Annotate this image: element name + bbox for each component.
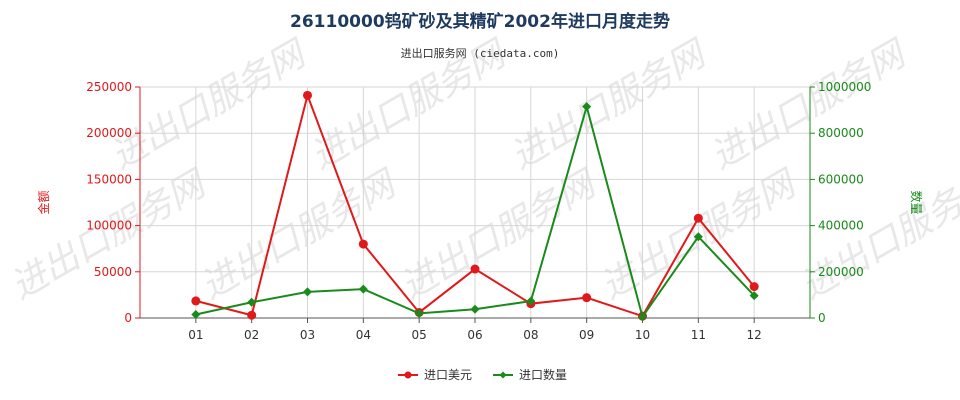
legend-label: 进口数量 bbox=[519, 367, 567, 382]
left-axis-ticks: 0 50000 100000 150000 200000 250000 bbox=[86, 80, 140, 325]
series-layer bbox=[191, 90, 759, 322]
data-point[interactable] bbox=[303, 287, 312, 297]
left-axis-label: 金额 bbox=[36, 190, 51, 214]
legend-item[interactable]: 进口数量 bbox=[493, 367, 567, 382]
left-tick-label: 250000 bbox=[86, 80, 132, 94]
series-2 bbox=[191, 102, 759, 322]
data-point[interactable] bbox=[749, 282, 759, 292]
chart-title: 26110000钨矿砂及其精矿2002年进口月度走势 bbox=[290, 11, 670, 32]
x-tick-label: 01 bbox=[188, 328, 203, 342]
data-point[interactable] bbox=[470, 304, 480, 314]
right-tick-label: 400000 bbox=[818, 219, 864, 233]
left-tick-label: 0 bbox=[124, 311, 132, 325]
legend[interactable]: 进口美元 进口数量 bbox=[398, 367, 567, 382]
x-tick-label: 03 bbox=[300, 328, 315, 342]
right-tick-label: 0 bbox=[818, 311, 826, 325]
right-axis-ticks: 0 200000 400000 600000 800000 1000000 bbox=[810, 80, 871, 325]
data-point[interactable] bbox=[414, 308, 424, 318]
data-point[interactable] bbox=[638, 312, 647, 322]
x-tick-label: 02 bbox=[244, 328, 259, 342]
x-tick-label: 06 bbox=[467, 328, 482, 342]
data-point[interactable] bbox=[191, 310, 201, 320]
left-tick-label: 150000 bbox=[86, 172, 132, 186]
right-tick-label: 200000 bbox=[818, 265, 864, 279]
right-tick-label: 800000 bbox=[818, 126, 864, 140]
data-point[interactable] bbox=[470, 264, 480, 274]
chart-subtitle: 进出口服务网 (ciedata.com) bbox=[401, 46, 560, 60]
data-point[interactable] bbox=[191, 296, 201, 306]
data-point[interactable] bbox=[247, 297, 257, 307]
x-tick-label: 05 bbox=[412, 328, 427, 342]
x-tick-label: 09 bbox=[579, 328, 594, 342]
x-tick-label: 12 bbox=[747, 328, 762, 342]
data-point[interactable] bbox=[358, 239, 368, 249]
x-tick-label: 08 bbox=[523, 328, 538, 342]
watermark-text: 进出口服务网 bbox=[194, 162, 405, 308]
legend-swatch-marker bbox=[499, 371, 507, 379]
left-tick-label: 200000 bbox=[86, 126, 132, 140]
left-tick-label: 50000 bbox=[94, 265, 132, 279]
data-point[interactable] bbox=[303, 90, 312, 100]
x-tick-label: 04 bbox=[356, 328, 371, 342]
data-point[interactable] bbox=[749, 291, 759, 301]
data-point[interactable] bbox=[582, 102, 592, 112]
data-point[interactable] bbox=[247, 310, 257, 320]
data-point[interactable] bbox=[693, 213, 703, 223]
data-point[interactable] bbox=[582, 293, 592, 303]
legend-label: 进口美元 bbox=[424, 368, 472, 382]
data-point[interactable] bbox=[693, 232, 703, 242]
x-tick-label: 11 bbox=[691, 328, 706, 342]
watermark-text: 进出口服务网 bbox=[104, 32, 315, 178]
right-tick-label: 600000 bbox=[818, 172, 864, 186]
x-axis-ticks: 01 02 03 04 05 06 08 09 10 11 12 bbox=[188, 318, 762, 342]
watermark-text: 进出口服务网 bbox=[394, 162, 605, 308]
x-tick-label: 10 bbox=[635, 328, 650, 342]
data-point[interactable] bbox=[526, 296, 536, 306]
watermark-layer: 进出口服务网进出口服务网进出口服务网进出口服务网进出口服务网进出口服务网进出口服… bbox=[4, 32, 960, 308]
right-tick-label: 1000000 bbox=[818, 80, 871, 94]
legend-swatch-marker bbox=[404, 371, 412, 379]
legend-item[interactable]: 进口美元 bbox=[398, 368, 472, 382]
left-tick-label: 100000 bbox=[86, 219, 132, 233]
data-point[interactable] bbox=[358, 284, 368, 294]
right-axis-label: 数量 bbox=[909, 190, 924, 214]
